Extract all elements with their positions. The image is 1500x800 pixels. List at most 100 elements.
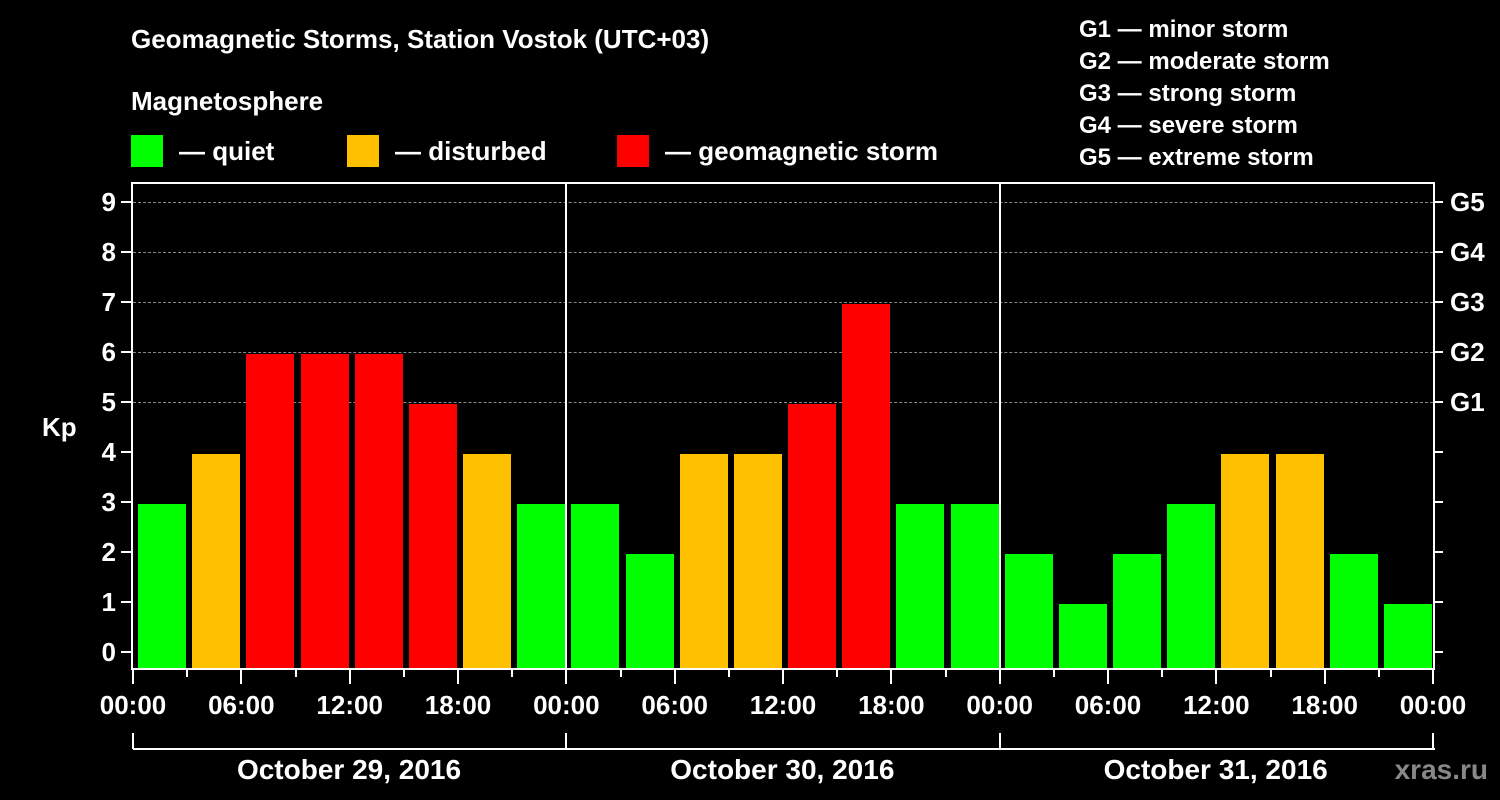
chart-subtitle: Magnetosphere [131,86,324,116]
x-tick [1432,668,1434,684]
legend-storm: — geomagnetic storm [617,135,938,167]
kp-bar [1113,554,1162,668]
x-tick [132,668,134,684]
date-bracket-line [133,748,1435,750]
x-tick [186,668,189,677]
y-tick [121,401,131,403]
kp-bar [733,454,782,668]
g-scale-legend: G1 — minor storm G2 — moderate storm G3 … [1079,14,1330,174]
kp-bar [1383,604,1432,668]
date-bracket-tick [132,733,134,749]
x-tick [890,668,893,684]
legend-label: — disturbed [395,135,547,166]
x-tick-label: 18:00 [1291,690,1358,720]
g-tick-label: G4 [1450,237,1485,267]
y-tick-label: 9 [101,187,116,217]
right-y-tick [1433,201,1443,203]
y-tick-label: 1 [101,587,116,617]
kp-bar [571,504,620,668]
y-tick [121,551,131,553]
kp-bar [246,354,295,668]
x-tick [1269,668,1272,677]
x-tick [240,668,243,684]
right-y-tick [1433,651,1443,653]
legend-swatch-storm [617,135,649,167]
x-tick [1052,668,1055,677]
right-y-tick [1433,451,1443,453]
right-y-tick [1433,351,1443,353]
g-tick-label: G1 [1450,387,1485,417]
y-tick-label: 8 [101,237,116,267]
day-separator [998,182,1001,670]
gridline [133,202,1433,203]
kp-bar [517,504,566,668]
g-tick-label: G5 [1450,187,1485,217]
right-y-tick [1433,501,1443,503]
g-tick-label: G3 [1450,287,1485,317]
x-tick-label: 18:00 [424,690,492,720]
gridline [133,302,1433,303]
kp-bar [138,504,187,668]
kp-bar [408,404,457,668]
x-tick [782,668,784,684]
y-tick-label: 4 [101,437,116,467]
legend-label: — quiet [179,135,275,166]
x-tick-label: 12:00 [1183,690,1250,720]
y-tick [121,501,131,503]
y-tick-label: 0 [101,637,116,667]
kp-bar [300,354,349,668]
y-tick-label: 6 [101,337,116,367]
right-y-tick [1433,301,1443,303]
x-tick [294,668,297,677]
y-tick-label: 3 [101,487,116,517]
x-tick [565,668,568,684]
kp-bar [1058,604,1107,668]
kp-bar [788,404,837,668]
x-tick-label: 00:00 [1399,690,1467,720]
x-tick-label: 18:00 [858,690,925,720]
x-tick-label: 00:00 [99,690,167,720]
date-label: October 31, 2016 [1103,754,1328,785]
g-legend-item: G3 — strong storm [1079,80,1297,107]
y-tick [121,301,131,303]
kp-bar [1275,454,1324,668]
x-tick [1377,668,1380,677]
x-tick [1107,668,1109,684]
x-tick [1323,668,1326,684]
g-legend-item: G2 — moderate storm [1079,48,1330,75]
x-tick-label: 06:00 [208,690,275,720]
credit: xras.ru [1394,754,1488,785]
date-label: October 29, 2016 [236,754,462,785]
x-tick [511,668,514,677]
kp-bar [1329,554,1378,668]
y-tick-label: 5 [101,387,116,417]
kp-bar [679,454,728,668]
y-tick [121,201,131,203]
x-tick [998,668,1001,684]
x-tick [836,668,839,677]
x-tick-label: 12:00 [749,690,817,720]
g-legend-item: G4 — severe storm [1079,112,1298,139]
legend-swatch-quiet [131,135,163,167]
date-bracket-tick [1432,733,1434,749]
kp-bar [1221,454,1270,668]
date-bracket-tick [998,733,1001,749]
kp-bar [950,504,999,668]
g-legend-item: G1 — minor storm [1079,16,1289,43]
x-tick [348,668,351,684]
right-y-tick [1433,251,1443,253]
date-label: October 30, 2016 [670,754,895,785]
x-tick [673,668,676,684]
legend-label: — geomagnetic storm [665,135,939,166]
x-tick-label: 06:00 [1074,690,1142,720]
kp-bar [192,454,241,668]
plot-area [131,182,1435,670]
chart-title: Geomagnetic Storms, Station Vostok (UTC+… [131,24,710,54]
kp-bar [1167,504,1216,668]
x-tick [619,668,622,677]
y-tick [121,451,131,453]
date-bracket-tick [565,733,568,749]
x-tick [457,668,459,684]
g-tick-label: G2 [1450,337,1485,367]
right-y-tick [1433,551,1443,553]
